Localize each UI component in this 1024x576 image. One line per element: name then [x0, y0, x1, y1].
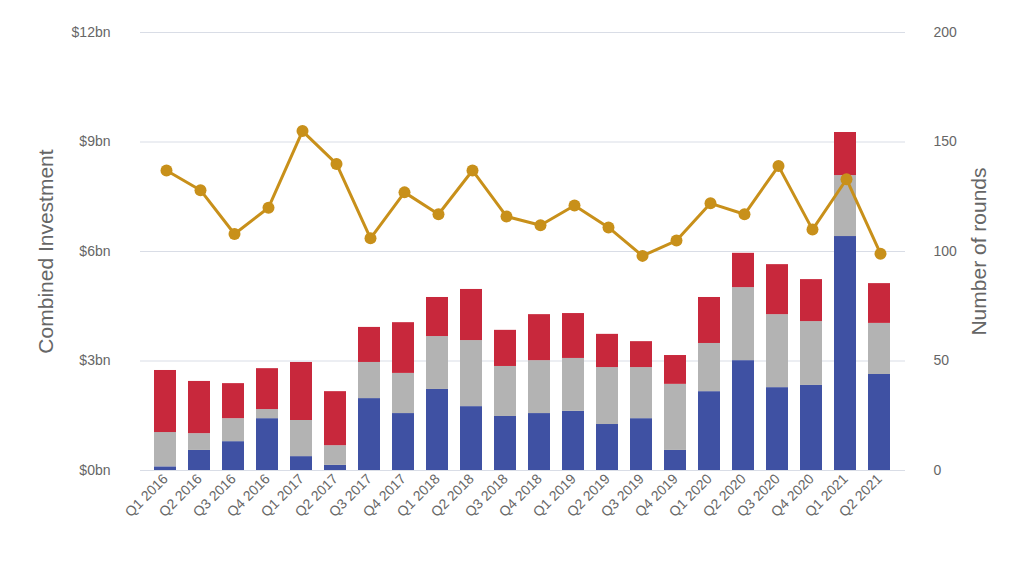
svg-text:Q4 2016: Q4 2016 — [223, 470, 273, 520]
svg-text:Q1 2017: Q1 2017 — [257, 470, 307, 520]
svg-text:$3bn: $3bn — [79, 352, 110, 368]
svg-text:$9bn: $9bn — [79, 133, 110, 149]
svg-text:Combined Investment: Combined Investment — [34, 149, 57, 353]
svg-text:Q1 2019: Q1 2019 — [529, 470, 579, 520]
svg-text:Q3 2020: Q3 2020 — [733, 470, 783, 520]
svg-text:$6bn: $6bn — [79, 243, 110, 259]
svg-text:Q2 2020: Q2 2020 — [699, 470, 749, 520]
svg-text:$0bn: $0bn — [79, 462, 110, 478]
svg-text:Q3 2018: Q3 2018 — [461, 470, 511, 520]
svg-text:Q4 2017: Q4 2017 — [359, 470, 409, 520]
svg-text:Q2 2021: Q2 2021 — [835, 470, 884, 519]
svg-text:50: 50 — [934, 352, 950, 368]
svg-text:Q2 2016: Q2 2016 — [155, 470, 205, 520]
svg-text:Q1 2020: Q1 2020 — [665, 470, 715, 520]
svg-text:Q3 2017: Q3 2017 — [325, 470, 375, 520]
svg-text:Q1 2021: Q1 2021 — [801, 470, 851, 520]
svg-text:Q2 2017: Q2 2017 — [291, 470, 341, 520]
svg-text:Q3 2016: Q3 2016 — [189, 470, 239, 520]
svg-text:Q2 2018: Q2 2018 — [427, 470, 477, 520]
svg-text:Number of rounds: Number of rounds — [967, 167, 990, 335]
svg-text:Q1 2016: Q1 2016 — [121, 470, 171, 520]
svg-text:150: 150 — [934, 133, 958, 149]
svg-text:Q3 2019: Q3 2019 — [597, 470, 647, 520]
svg-text:Q4 2019: Q4 2019 — [631, 470, 681, 520]
svg-text:Q4 2018: Q4 2018 — [495, 470, 545, 520]
svg-text:100: 100 — [934, 243, 958, 259]
svg-text:Q4 2020: Q4 2020 — [767, 470, 817, 520]
svg-text:Q2 2019: Q2 2019 — [563, 470, 613, 520]
svg-text:200: 200 — [934, 24, 958, 40]
svg-text:$12bn: $12bn — [72, 24, 111, 40]
svg-text:Q1 2018: Q1 2018 — [393, 470, 443, 520]
svg-text:0: 0 — [934, 462, 942, 478]
